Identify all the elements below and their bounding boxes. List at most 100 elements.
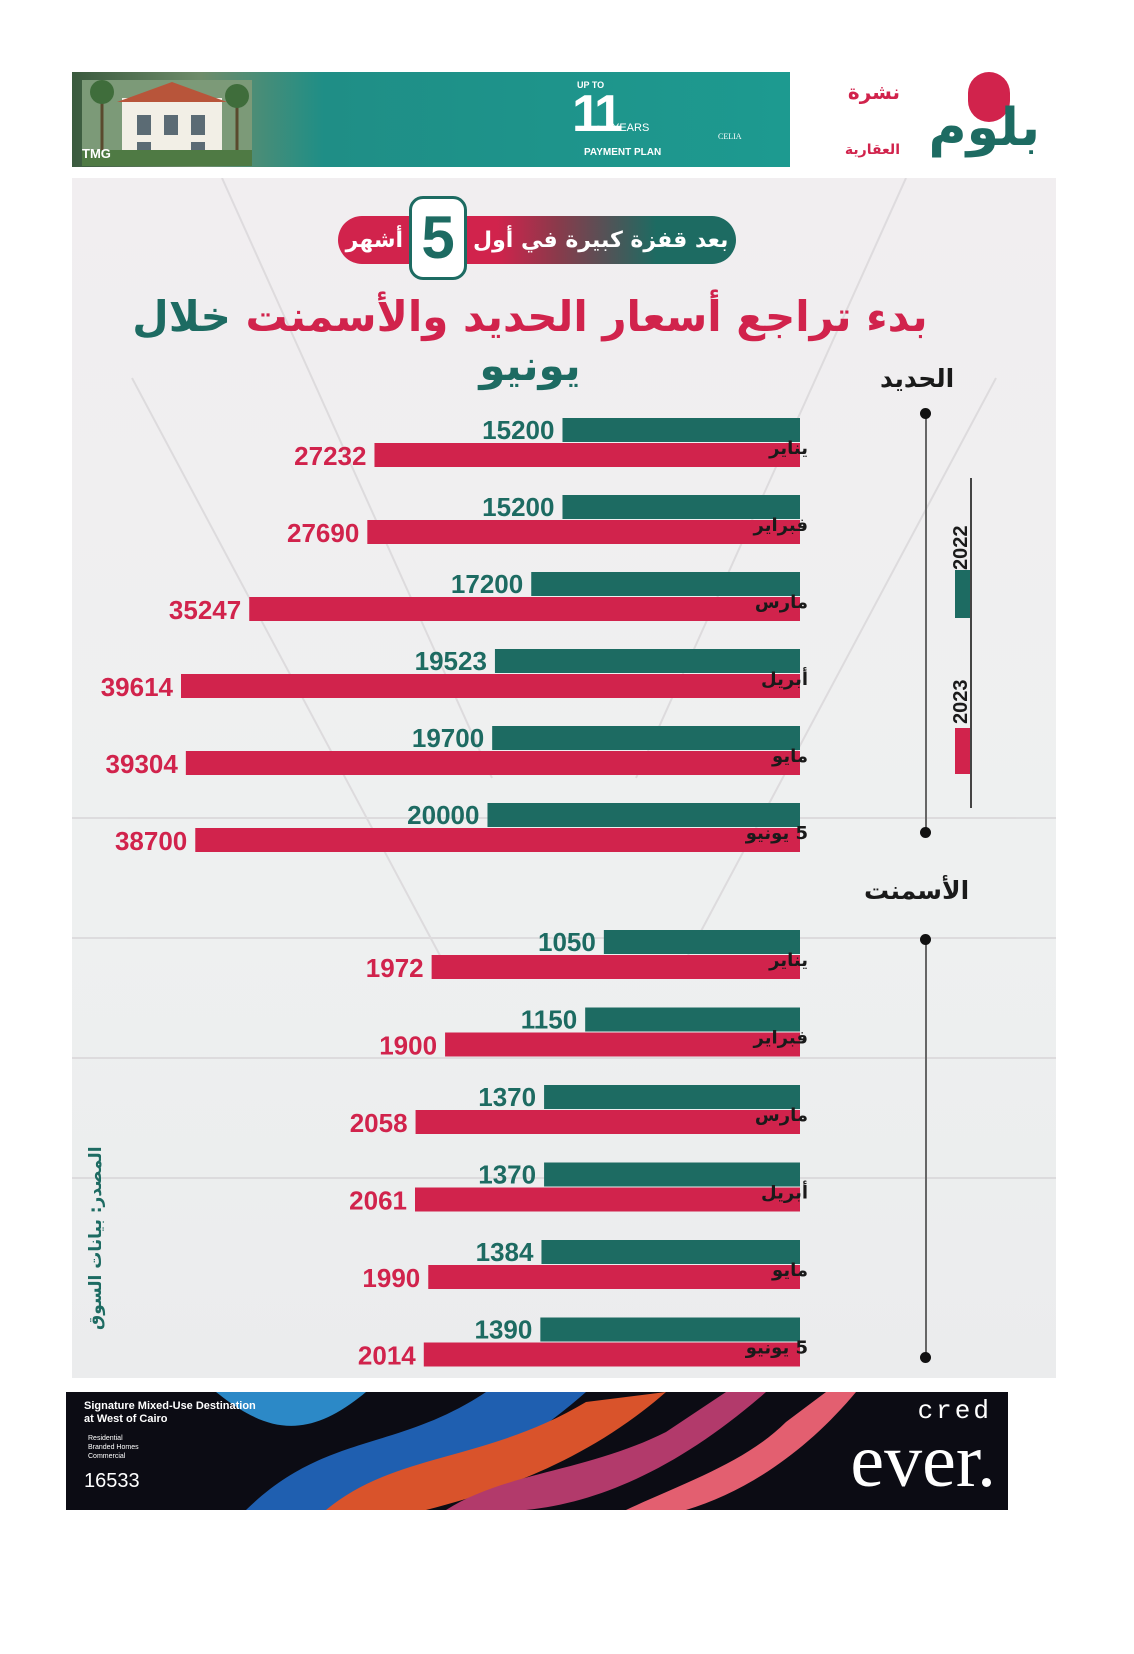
- cement-value-2023: 1900: [379, 1031, 437, 1061]
- title-part-3: خلال يونيو: [132, 292, 581, 390]
- steel-month-label: يناير: [768, 438, 808, 459]
- timeline-dot: [920, 1352, 931, 1363]
- cement-value-2022: 1370: [478, 1160, 536, 1190]
- steel-value-2023: 38700: [115, 826, 187, 856]
- ad-hotline: 16533: [84, 1470, 140, 1492]
- steel-bar-2023: [181, 674, 800, 698]
- headline-badge: [338, 216, 736, 264]
- timeline-dot: [920, 408, 931, 419]
- cement-value-2023: 1990: [362, 1263, 420, 1293]
- steel-month-label: 5 يونيو: [745, 823, 808, 844]
- steel-section-title: الحديد: [880, 364, 955, 393]
- steel-bar-2022: [562, 495, 800, 519]
- badge-after: أشهر: [345, 227, 404, 253]
- cement-value-2023: 2014: [358, 1341, 416, 1371]
- steel-month-label: مايو: [771, 746, 808, 767]
- steel-month-label: مارس: [755, 592, 808, 613]
- cement-value-2022: 1390: [475, 1315, 533, 1345]
- ad-tagline-2: at West of Cairo: [84, 1413, 168, 1425]
- steel-bar-2023: [185, 751, 800, 775]
- steel-value-2022: 15200: [482, 415, 554, 445]
- timeline-dot: [920, 934, 931, 945]
- ad-feature: Branded Homes: [88, 1444, 139, 1451]
- steel-bar-2023: [249, 597, 801, 621]
- headline-badge-text: بعد قفزة كبيرة في أول 5 أشهر: [338, 196, 736, 280]
- bottom-ad-banner[interactable]: Signature Mixed-Use Destination at West …: [66, 1392, 1008, 1510]
- steel-bar-2022: [492, 726, 800, 750]
- timeline-dot: [920, 827, 931, 838]
- steel-bar-2023: [367, 520, 800, 544]
- ad-tagline: Signature Mixed-Use Destination at West …: [84, 1400, 256, 1426]
- steel-value-2023: 39614: [101, 672, 174, 702]
- villa-image: [82, 80, 252, 166]
- badge-before: بعد قفزة كبيرة في أول: [473, 227, 729, 253]
- cement-bar-2022: [544, 1162, 800, 1187]
- ad-feature: Residential: [88, 1435, 123, 1442]
- cement-month-label: يناير: [768, 950, 808, 971]
- cement-bar-2022: [544, 1085, 800, 1109]
- top-ad-banner[interactable]: TMG UP TO 11 YEARS PAYMENT PLAN: [72, 72, 790, 167]
- ad-features: Residential Branded Homes Commercial: [88, 1434, 139, 1461]
- steel-bar-2022: [487, 803, 800, 827]
- steel-bar-2022: [562, 418, 800, 442]
- steel-value-2022: 20000: [407, 800, 479, 830]
- cement-bar-2022: [585, 1007, 800, 1032]
- cement-value-2022: 1370: [478, 1082, 536, 1112]
- steel-bar-2023: [195, 828, 800, 852]
- steel-value-2022: 15200: [482, 492, 554, 522]
- cement-month-label: مارس: [755, 1105, 808, 1126]
- steel-bar-2023: [374, 443, 800, 467]
- cement-bar-2023: [415, 1187, 800, 1212]
- logo-aqaria: العقارية: [844, 142, 900, 158]
- cement-value-2022: 1150: [521, 1005, 577, 1035]
- ad-number: 11: [572, 85, 623, 143]
- steel-timeline: [925, 415, 927, 833]
- cement-bar-2023: [415, 1110, 800, 1134]
- cement-bar-2022: [603, 930, 800, 954]
- cement-month-label: 5 يونيو: [745, 1338, 808, 1359]
- steel-value-2022: 17200: [451, 569, 523, 599]
- cement-value-2022: 1384: [476, 1237, 534, 1267]
- logo-name: بلوم: [928, 98, 1040, 158]
- tmg-logo: TMG: [82, 146, 111, 161]
- ad-payment-plan: PAYMENT PLAN: [584, 147, 662, 158]
- steel-value-2022: 19700: [412, 723, 484, 753]
- cement-value-2023: 2061: [349, 1186, 407, 1216]
- cement-bar-2022: [541, 1240, 800, 1264]
- steel-value-2023: 27690: [287, 518, 359, 548]
- cement-bar-2023: [428, 1265, 800, 1289]
- steel-value-2023: 35247: [169, 595, 241, 625]
- page-title: بدء تراجع أسعار الحديد والأسمنت خلال يون…: [120, 292, 940, 390]
- cement-month-label: فبراير: [753, 1028, 808, 1049]
- legend-swatch-2022: [955, 570, 971, 618]
- cement-month-label: مايو: [771, 1260, 808, 1281]
- ever-logo: ever.: [850, 1419, 996, 1503]
- ad-up-to: UP TO: [577, 80, 605, 90]
- cement-value-2023: 2058: [350, 1108, 408, 1138]
- title-part-1: بدء تراجع: [721, 292, 928, 341]
- cement-value-2023: 1972: [366, 953, 424, 983]
- steel-month-label: أبريل: [761, 667, 808, 690]
- ad-feature: Commercial: [88, 1453, 126, 1460]
- title-part-2: أسعار الحديد والأسمنت: [245, 292, 722, 341]
- bloom-logo: نشرة بلوم العقارية: [845, 70, 1050, 170]
- cement-value-2022: 1050: [538, 927, 596, 957]
- cement-timeline: [925, 940, 927, 1358]
- legend-line: [970, 478, 972, 808]
- steel-bar-2022: [531, 572, 800, 596]
- ad-artwork: [216, 1392, 856, 1510]
- ad-years: YEARS: [612, 122, 650, 134]
- steel-month-label: فبراير: [753, 515, 808, 536]
- cement-bar-2023: [431, 955, 800, 979]
- cement-bar-2023: [445, 1032, 800, 1057]
- ad-tagline-1: Signature Mixed-Use Destination: [84, 1400, 256, 1412]
- logo-nashra: نشرة: [847, 80, 900, 104]
- steel-bar-2022: [494, 649, 800, 673]
- badge-number: 5: [409, 196, 468, 280]
- microphone-icon: [968, 72, 1010, 122]
- cred-logo: cred: [917, 1396, 992, 1426]
- legend-swatch-2023: [955, 728, 971, 774]
- cement-section-title: الأسمنت: [864, 876, 970, 905]
- cement-month-label: أبريل: [761, 1181, 808, 1204]
